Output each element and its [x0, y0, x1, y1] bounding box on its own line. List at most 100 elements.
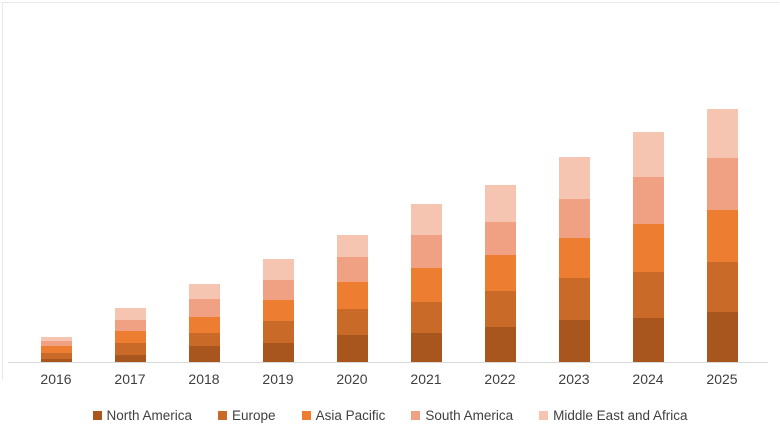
bar-segment-europe: [40, 353, 72, 359]
bar-segment-middle-east-and-africa: [410, 204, 442, 235]
bar-segment-north-america: [40, 359, 72, 363]
bar-segment-south-america: [114, 320, 146, 331]
bar-segment-europe: [114, 343, 146, 355]
x-axis-label-2019: 2019: [262, 371, 294, 387]
x-axis-label-2016: 2016: [40, 371, 72, 387]
bar-segment-south-america: [188, 299, 220, 317]
legend-item-middle-east-and-africa: Middle East and Africa: [539, 408, 687, 423]
bar-segment-asia-pacific: [336, 282, 368, 309]
bar-segment-middle-east-and-africa: [188, 284, 220, 299]
bar-column-2022: [463, 83, 537, 363]
bar-column-2016: [19, 83, 93, 363]
bar-column-2019: [241, 83, 315, 363]
bar-segment-europe: [632, 272, 664, 318]
legend-swatch-icon: [92, 411, 102, 420]
bar-segment-north-america: [706, 312, 738, 363]
bar-segment-asia-pacific: [706, 210, 738, 262]
bar-segment-europe: [336, 309, 368, 335]
legend-item-north-america: North America: [92, 408, 193, 423]
x-axis-label-2022: 2022: [484, 371, 516, 387]
bar-segment-north-america: [114, 355, 146, 363]
legend-swatch-icon: [539, 411, 549, 420]
bar-segment-asia-pacific: [188, 317, 220, 333]
bar-segment-asia-pacific: [410, 268, 442, 302]
bar-segment-asia-pacific: [262, 300, 294, 321]
bar-segment-south-america: [706, 158, 738, 210]
bar-segment-north-america: [558, 320, 590, 363]
bar-segment-north-america: [188, 346, 220, 363]
legend-item-asia-pacific: Asia Pacific: [301, 408, 386, 423]
x-axis-label-2024: 2024: [632, 371, 664, 387]
legend-label: Europe: [232, 408, 276, 423]
chart-border-left: [2, 2, 3, 380]
bar-column-2020: [315, 83, 389, 363]
bar-segment-south-america: [410, 235, 442, 268]
bar-stack-2017: [114, 308, 146, 363]
plot-area: [19, 83, 759, 363]
bar-segment-europe: [706, 262, 738, 312]
x-axis-label-2021: 2021: [410, 371, 442, 387]
x-axis-label-2023: 2023: [558, 371, 590, 387]
bar-segment-middle-east-and-africa: [336, 235, 368, 257]
bar-segment-europe: [188, 333, 220, 346]
bar-segment-middle-east-and-africa: [632, 132, 664, 177]
chart-border-top: [1, 2, 779, 3]
bar-segment-north-america: [484, 327, 516, 363]
bar-segment-south-america: [558, 199, 590, 238]
legend-label: South America: [425, 408, 514, 423]
bar-segment-middle-east-and-africa: [558, 157, 590, 199]
bar-segment-south-america: [262, 280, 294, 300]
bar-segment-asia-pacific: [632, 224, 664, 272]
legend-label: Middle East and Africa: [553, 408, 688, 423]
x-axis-label-2018: 2018: [188, 371, 220, 387]
bar-segment-middle-east-and-africa: [706, 109, 738, 158]
legend-swatch-icon: [301, 411, 311, 420]
x-axis-label-2020: 2020: [336, 371, 368, 387]
bar-segment-europe: [410, 302, 442, 333]
bar-segment-south-america: [40, 341, 72, 346]
bar-column-2018: [167, 83, 241, 363]
bar-stack-2020: [336, 235, 368, 363]
bar-stack-2025: [706, 109, 738, 363]
bar-segment-north-america: [262, 343, 294, 363]
x-axis-labels: 2016 2017 2018 2019 2020 2021 2022 2023 2024 2025: [19, 371, 759, 387]
bar-segment-europe: [262, 321, 294, 343]
x-axis-label-2017: 2017: [114, 371, 146, 387]
bar-segment-south-america: [336, 257, 368, 282]
bar-column-2023: [537, 83, 611, 363]
x-axis-label-2025: 2025: [706, 371, 738, 387]
bar-segment-asia-pacific: [40, 346, 72, 353]
bar-stack-2023: [558, 157, 590, 363]
bar-segment-north-america: [632, 318, 664, 363]
legend-swatch-icon: [411, 411, 421, 420]
legend-swatch-icon: [218, 411, 228, 420]
legend-item-south-america: South America: [411, 408, 513, 423]
bar-stack-2022: [484, 185, 516, 363]
bar-segment-asia-pacific: [484, 255, 516, 291]
bar-column-2024: [611, 83, 685, 363]
bar-segment-middle-east-and-africa: [40, 337, 72, 341]
bar-segment-north-america: [336, 335, 368, 363]
bar-stack-2021: [410, 204, 442, 363]
bar-segment-asia-pacific: [558, 238, 590, 278]
bar-segment-north-america: [410, 333, 442, 363]
bar-stack-2024: [632, 132, 664, 363]
legend-label: Asia Pacific: [315, 408, 386, 423]
bar-column-2017: [93, 83, 167, 363]
bar-segment-middle-east-and-africa: [114, 308, 146, 320]
bar-segment-south-america: [484, 222, 516, 255]
bar-stack-2016: [40, 337, 72, 363]
bar-segment-europe: [484, 291, 516, 327]
bar-segment-europe: [558, 278, 590, 320]
x-axis-line: [8, 362, 768, 363]
legend-label: North America: [106, 408, 193, 423]
bar-column-2021: [389, 83, 463, 363]
bar-stack-2018: [188, 284, 220, 363]
legend: North America Europe Asia Pacific South Ame…: [0, 408, 780, 423]
bar-segment-middle-east-and-africa: [484, 185, 516, 222]
bar-stack-2019: [262, 259, 294, 363]
bar-segment-south-america: [632, 177, 664, 224]
bar-segment-middle-east-and-africa: [262, 259, 294, 280]
bar-segment-asia-pacific: [114, 331, 146, 343]
